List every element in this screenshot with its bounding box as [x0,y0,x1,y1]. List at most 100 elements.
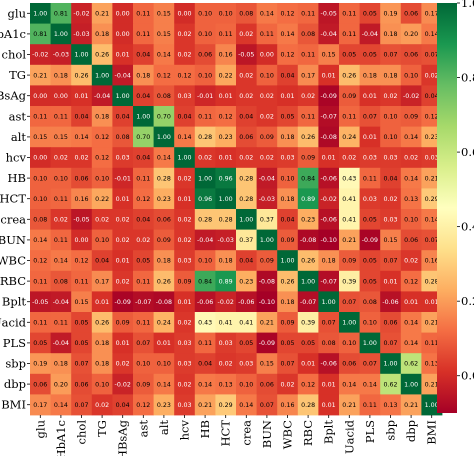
cell-value-RBC-WBC: 0.26 [280,278,294,285]
heatmap-cell-HB-Uacid [339,167,360,189]
cell-value-BUN-BUN: 1.00 [260,237,274,244]
y-label-BMI: BMI [1,398,26,412]
cell-value-HB-chol: 0.06 [74,175,88,182]
heatmap-cell-BMI-PLS [359,394,381,416]
heatmap-cell-RBC-crea [236,270,257,292]
cell-value-dbp-BUN: 0.06 [260,381,274,388]
colorbar-gradient [437,3,457,413]
cell-value-HbA1c-glu: 0.81 [33,31,47,38]
heatmap-cell-sbp-HBsAg [112,353,134,375]
cell-value-glu-ast: 0.11 [136,11,150,18]
y-label-TG: TG [9,68,26,82]
cell-value-sbp-RBC: 0.01 [301,361,315,368]
heatmap-cell-hcv-ast [133,147,154,169]
heatmap-cell-HBsAg-HCT [215,85,237,107]
heatmap-cell-PLS-TG [91,332,113,354]
cell-value-PLS-BMI: 0.11 [425,340,439,347]
heatmap-cell-RBC-dbp [400,270,422,292]
cell-value-PLS-dbp: 0.14 [404,340,418,347]
cell-value-glu-crea: 0.08 [239,11,253,18]
heatmap-cell-PLS-alt [153,332,175,354]
heatmap-cell-chol-HBsAg [112,44,134,66]
heatmap-cell-crea-PLS [359,209,381,230]
heatmap-cell-glu-ast [133,3,154,24]
heatmap-cell-PLS-RBC [297,332,319,354]
heatmap-cell-glu-chol [71,3,93,24]
cell-value-alt-HBsAg: 0.08 [116,134,130,141]
cell-value-Bplt-BMI: 0.01 [425,299,439,306]
cell-value-dbp-PLS: 0.14 [363,381,377,388]
cell-value-HCT-HBsAg: 0.01 [116,196,130,203]
x-label-crea: crea [239,420,253,446]
heatmap-cell-HbA1c-Bplt [318,23,340,45]
heatmap-cell-ast-glu [30,106,51,127]
heatmap-cell-WBC-glu [30,250,51,272]
heatmap-cell-HBsAg-dbp [400,85,422,107]
cell-value-WBC-glu: 0.12 [33,258,47,265]
cell-value-ast-HbA1c: 0.11 [54,114,68,121]
cell-value-BUN-hcv: 0.02 [177,237,191,244]
cell-value-WBC-HB: 0.10 [198,258,212,265]
cell-value-HB-RBC: 0.84 [301,175,315,182]
cell-value-glu-HbA1c: 0.81 [54,11,68,18]
heatmap-cell-hcv-chol [71,147,93,169]
heatmap-cell-sbp-sbp [380,353,402,375]
cell-value-dbp-ast: 0.09 [136,381,150,388]
heatmap-cell-chol-Bplt [318,44,340,66]
heatmap-cell-chol-BUN [256,44,278,66]
heatmap-cell-Bplt-crea [236,291,257,313]
cell-value-HBsAg-dbp: -0.02 [403,93,419,100]
cell-value-glu-Uacid: 0.11 [342,11,356,18]
heatmap-cell-crea-TG [91,209,113,230]
heatmap-cell-glu-HB [194,3,216,24]
y-label-Uacid: Uacid [0,315,27,329]
cell-value-TG-glu: 0.21 [33,72,47,79]
cell-value-RBC-dbp: 0.12 [404,278,418,285]
cell-value-BMI-TG: 0.02 [95,402,109,409]
cell-value-HbA1c-chol: -0.03 [73,31,89,38]
cell-value-RBC-HB: 0.84 [198,278,212,285]
cell-value-glu-glu: 1.00 [33,11,47,18]
heatmap-cell-HBsAg-sbp [380,85,402,107]
heatmap-cell-HBsAg-glu [30,85,51,107]
heatmap-cell-chol-glu [30,44,51,66]
heatmap-cell-PLS-ast [133,332,154,354]
x-label-hcv: hcv [178,420,192,441]
heatmap-cell-BMI-alt [153,394,175,416]
heatmap-cell-BUN-hcv [174,229,196,251]
x-label-ast: ast [136,420,150,438]
heatmap-cell-hcv-HBsAg [112,147,134,169]
heatmap-cell-Uacid-crea [236,312,257,333]
heatmap-cell-HbA1c-glu [30,23,51,45]
cell-value-crea-ast: 0.04 [136,217,150,224]
cell-value-WBC-BMI: 0.16 [425,258,439,265]
heatmap-cell-dbp-alt [153,373,175,395]
heatmap-cell-WBC-HB [194,250,216,272]
heatmap-cell-RBC-hcv [174,270,196,292]
cell-value-BMI-BUN: 0.07 [260,402,274,409]
heatmap-cell-HCT-chol [71,188,93,210]
cell-value-chol-BUN: 0.00 [260,52,274,59]
cell-value-sbp-BMI: 0.13 [425,361,439,368]
cell-value-HCT-Bplt: -0.02 [321,196,337,203]
heatmap-cell-alt-HCT [215,126,237,148]
heatmap-cell-PLS-HB [194,332,216,354]
colorbar-tick-label-0.8: 0.8 [461,71,474,85]
cell-value-PLS-HB: 0.11 [198,340,212,347]
cell-value-crea-HCT: 0.28 [219,217,233,224]
heatmap-cell-HCT-dbp [400,188,422,210]
cell-value-Uacid-sbp: 0.06 [383,320,397,327]
cell-value-PLS-sbp: 0.07 [383,340,397,347]
heatmap-cell-ast-chol [71,106,93,127]
cell-value-hcv-sbp: 0.03 [383,155,397,162]
heatmap-cell-BMI-RBC [297,394,319,416]
cell-value-PLS-chol: 0.05 [74,340,88,347]
cell-value-HBsAg-HbA1c: 0.00 [54,93,68,100]
cell-value-dbp-chol: 0.06 [74,381,88,388]
cell-value-Bplt-HbA1c: -0.04 [53,299,69,306]
cell-value-Uacid-BUN: 0.21 [260,320,274,327]
y-label-Bplt: Bplt [2,295,26,309]
heatmap-cell-BUN-RBC [297,229,319,251]
heatmap-cell-Uacid-WBC [277,312,299,333]
cell-value-HB-HbA1c: 0.10 [54,175,68,182]
